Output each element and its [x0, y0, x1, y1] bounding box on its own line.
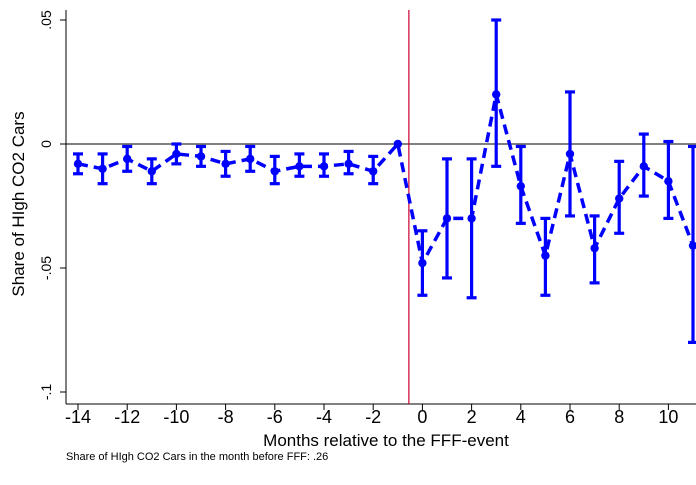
- data-point: [688, 241, 696, 250]
- y-tick-label: -.1: [38, 384, 54, 401]
- series-line: [77, 92, 695, 265]
- x-tick-label: -12: [114, 407, 140, 427]
- data-point: [270, 167, 279, 176]
- data-point: [467, 214, 476, 223]
- x-tick-label: -6: [267, 407, 283, 427]
- data-point: [541, 251, 550, 260]
- data-point: [442, 214, 452, 223]
- data-point: [319, 162, 329, 171]
- axes: -14 -12 -10 -8 -6 -4 -2 0 2 4 6 8 10 -.1 -.05 0 .05: [38, 10, 696, 427]
- x-tick-label: 8: [614, 407, 624, 427]
- data-point: [221, 159, 230, 169]
- data-point: [98, 164, 107, 173]
- data-point: [418, 258, 427, 268]
- reference-lines: [66, 10, 696, 404]
- x-axis-label: Months relative to the FFF-event: [263, 431, 509, 450]
- x-tick-label: 2: [467, 407, 477, 427]
- data-point: [196, 152, 206, 161]
- series: [73, 18, 696, 344]
- x-tick-label: 6: [565, 407, 575, 427]
- data-point: [172, 149, 181, 159]
- data-point: [492, 90, 501, 99]
- y-tick-label: .05: [38, 10, 54, 30]
- x-tick-label: -2: [365, 407, 381, 427]
- y-tick-label: 0: [38, 140, 54, 148]
- data-point: [295, 162, 304, 171]
- y-tick-label: -.05: [38, 256, 54, 280]
- x-tick-label: 4: [516, 407, 526, 427]
- x-tick-label: -10: [163, 407, 189, 427]
- y-axis-label: Share of HIgh CO2 Cars: [9, 111, 28, 296]
- data-point: [664, 177, 673, 186]
- data-point: [369, 167, 378, 176]
- x-tick-label: 0: [417, 407, 427, 427]
- data-point: [565, 149, 575, 159]
- x-tick-label: 10: [658, 407, 678, 427]
- data-point: [147, 167, 156, 176]
- data-point: [639, 162, 648, 171]
- x-tick-label: -4: [316, 407, 332, 427]
- data-point: [246, 154, 255, 164]
- data-point: [393, 139, 402, 149]
- data-point: [344, 159, 353, 169]
- data-point: [615, 194, 624, 203]
- data-point: [123, 154, 132, 164]
- data-point: [73, 159, 83, 169]
- x-tick-label: -8: [218, 407, 234, 427]
- data-point: [516, 181, 525, 191]
- chart-note: Share of HIgh CO2 Cars in the month befo…: [66, 451, 329, 463]
- x-tick-label: -14: [65, 407, 91, 427]
- data-point: [590, 243, 599, 253]
